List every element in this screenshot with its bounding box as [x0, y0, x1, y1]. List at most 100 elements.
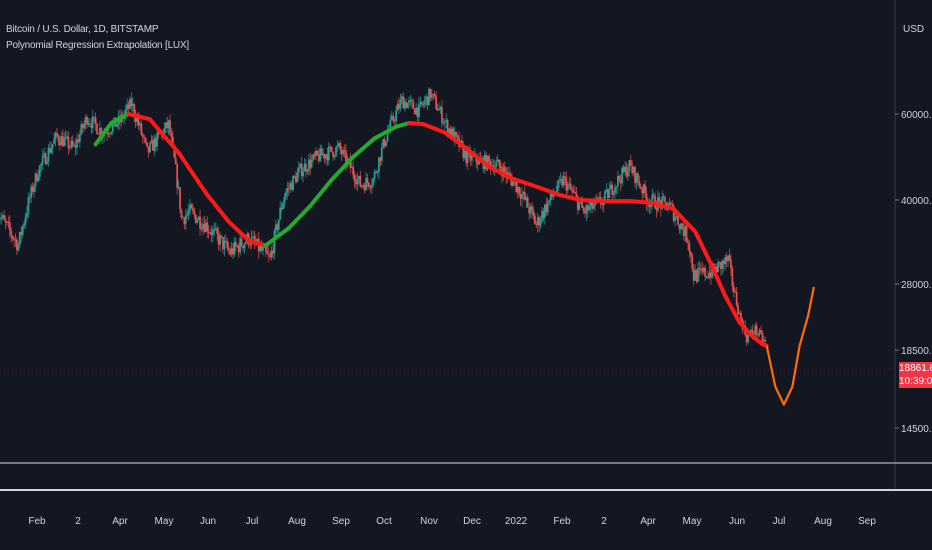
- candle-body: [207, 231, 210, 233]
- candle-body: [37, 176, 40, 182]
- candle-body: [761, 332, 764, 342]
- candle-body: [193, 210, 196, 215]
- regression-segment: [628, 199, 655, 205]
- candle-body: [68, 146, 71, 149]
- candle-body: [615, 186, 618, 188]
- y-tick-label: 60000.00: [901, 110, 932, 121]
- candle-body: [448, 128, 450, 134]
- candle-body: [223, 240, 226, 250]
- candle-body: [564, 176, 566, 178]
- candle-body: [471, 155, 473, 161]
- candle-body: [642, 184, 645, 194]
- regression-segment: [671, 207, 698, 234]
- candle-body: [584, 211, 586, 214]
- candle-body: [379, 157, 382, 162]
- candle-body: [432, 93, 435, 95]
- candle-body: [542, 211, 545, 218]
- candle-body: [757, 334, 759, 336]
- candle-body: [622, 167, 625, 172]
- candle-body: [216, 228, 219, 234]
- candle-body: [11, 235, 14, 239]
- candle-body: [164, 122, 167, 129]
- candle-series: [0, 87, 767, 347]
- candle-body: [644, 184, 646, 194]
- regression-segment: [557, 192, 583, 202]
- candle-body: [31, 186, 34, 192]
- candle-body: [674, 217, 677, 221]
- x-tick-label: Aug: [288, 516, 306, 527]
- extrapolation-line: [765, 286, 815, 406]
- candle-body: [146, 142, 149, 147]
- candle-body: [435, 96, 438, 109]
- candle-body: [229, 250, 232, 255]
- candle-body: [359, 175, 362, 187]
- candle-body: [410, 100, 413, 102]
- indicator-legend[interactable]: Polynomial Regression Extrapolation [LUX…: [6, 40, 190, 51]
- candle-body: [581, 200, 584, 208]
- candle-body: [735, 292, 738, 306]
- regression-segment: [760, 342, 769, 348]
- candle-body: [310, 159, 313, 168]
- candle-body: [368, 182, 370, 187]
- candle-body: [426, 96, 429, 106]
- candle-body: [139, 123, 141, 126]
- candle-body: [54, 132, 57, 140]
- regression-segment: [578, 198, 612, 204]
- last-price-label: 18861.63: [899, 362, 932, 375]
- y-tick-label: 40000.00: [901, 196, 932, 207]
- candle-body: [589, 200, 592, 207]
- candle-body: [376, 171, 379, 173]
- regression-segment: [708, 261, 728, 298]
- candle-body: [566, 184, 569, 191]
- candle-body: [561, 178, 563, 186]
- candle-body: [413, 108, 416, 115]
- candle-body: [408, 100, 410, 104]
- candle-body: [93, 116, 96, 118]
- candle-body: [428, 88, 430, 106]
- candle-body: [170, 133, 173, 137]
- candle-body: [345, 150, 347, 164]
- candle-body: [695, 270, 698, 282]
- candle-body: [279, 207, 282, 220]
- candle-body: [664, 197, 666, 203]
- candle-body: [350, 166, 353, 168]
- candle-body: [576, 196, 579, 210]
- candle-body: [26, 213, 28, 218]
- candle-body: [1, 215, 4, 218]
- candle-body: [179, 187, 181, 210]
- candle-body: [5, 221, 8, 223]
- candle-body: [363, 185, 366, 191]
- candle-body: [43, 153, 45, 157]
- candle-body: [78, 134, 81, 143]
- candle-body: [549, 192, 552, 201]
- candle-body: [220, 235, 223, 238]
- candle-body: [425, 96, 428, 101]
- candle-body: [339, 143, 342, 151]
- candle-body: [287, 188, 290, 190]
- candle-body: [140, 123, 143, 135]
- candle-body: [705, 276, 708, 278]
- candle-body: [465, 150, 468, 164]
- candle-body: [226, 241, 229, 249]
- regression-segment: [93, 121, 114, 147]
- regression-segment: [485, 163, 512, 180]
- candle-body: [438, 109, 440, 111]
- candle-body: [299, 163, 302, 168]
- candle-body: [669, 202, 672, 204]
- candle-body: [319, 148, 322, 162]
- candle-body: [707, 276, 709, 278]
- candle-body: [559, 178, 562, 181]
- symbol-legend[interactable]: Bitcoin / U.S. Dollar, 1D, BITSTAMP: [6, 24, 159, 35]
- candle-body: [516, 186, 519, 193]
- candle-body: [446, 120, 449, 134]
- x-tick-label: Jul: [246, 516, 259, 527]
- candle-body: [283, 196, 286, 204]
- candle-body: [166, 122, 169, 129]
- candle-body: [430, 93, 433, 99]
- candle-body: [81, 124, 84, 129]
- candle-body: [313, 154, 316, 157]
- candle-body: [604, 191, 606, 199]
- candle-body: [658, 197, 661, 201]
- candle-body: [335, 147, 337, 156]
